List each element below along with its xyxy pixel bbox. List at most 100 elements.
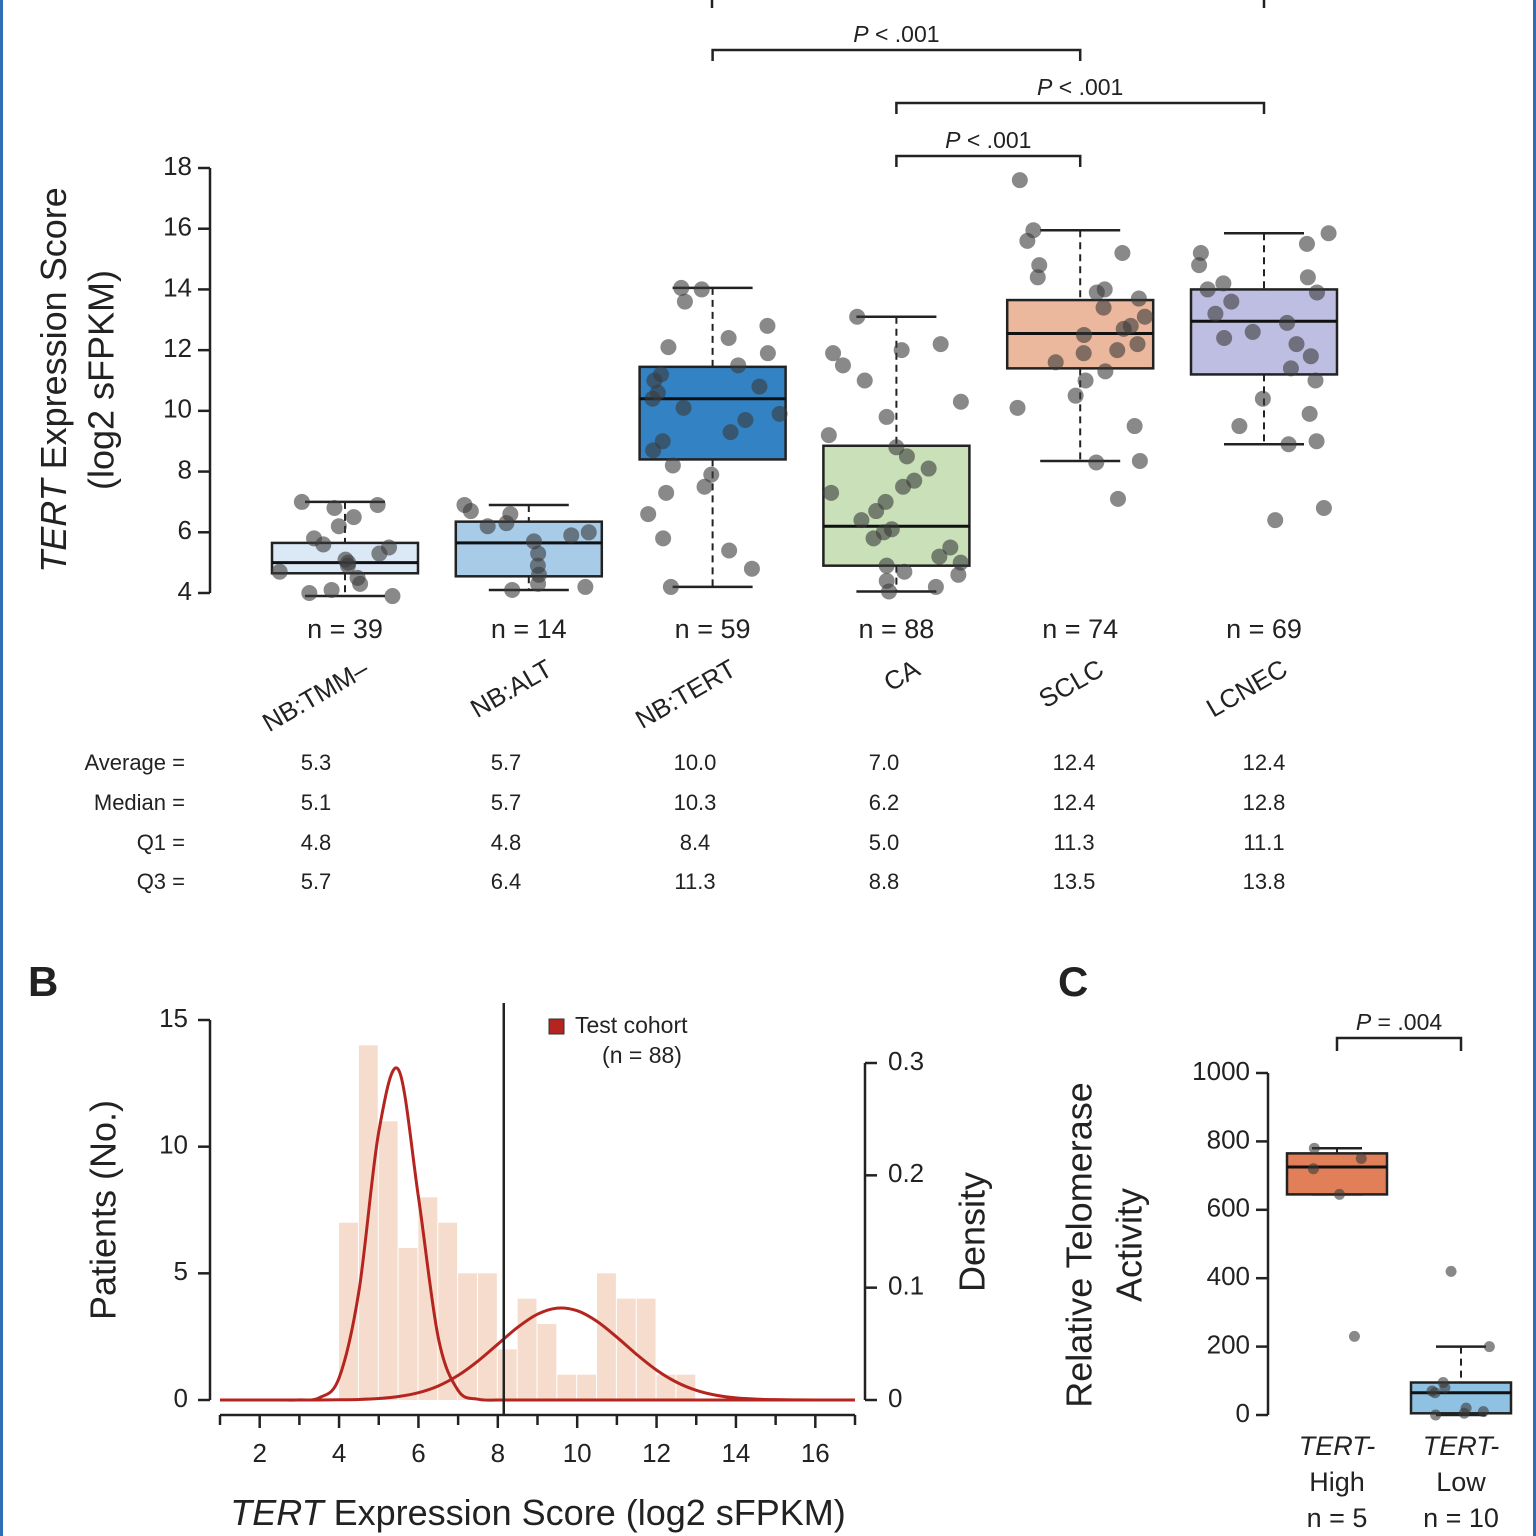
n-label: n = 39 — [307, 614, 383, 644]
point — [369, 496, 386, 513]
histogram-bar — [497, 1349, 517, 1400]
point — [1088, 284, 1105, 301]
point — [1282, 360, 1299, 377]
x-tick-label: 4 — [332, 1438, 346, 1468]
point — [1315, 500, 1332, 516]
y-tick-label: 5 — [174, 1256, 188, 1286]
y-tick-label: 10 — [159, 1130, 188, 1160]
point — [1439, 1382, 1451, 1394]
point — [1011, 172, 1028, 189]
point — [577, 578, 594, 595]
point — [1267, 512, 1284, 529]
point — [1429, 1387, 1441, 1399]
point — [271, 563, 288, 580]
point — [759, 345, 776, 362]
histogram-bar — [656, 1374, 676, 1400]
histogram-bar — [517, 1298, 537, 1400]
y2-tick-label: 0 — [888, 1383, 902, 1413]
point — [1131, 452, 1148, 469]
n-label: n = 59 — [675, 614, 751, 644]
point — [1191, 257, 1208, 274]
point — [323, 581, 340, 598]
point — [371, 545, 388, 562]
point — [662, 578, 679, 595]
point — [721, 542, 738, 559]
point — [703, 466, 720, 483]
p-value: P < .001 — [1037, 74, 1123, 100]
panel-label: B — [28, 958, 58, 1005]
point — [530, 575, 547, 592]
y2-tick-label: 0.1 — [888, 1271, 924, 1301]
point — [462, 503, 479, 520]
point — [645, 442, 662, 459]
point — [1355, 1153, 1367, 1164]
point — [920, 460, 937, 477]
point — [759, 317, 776, 334]
x-tick-label: 12 — [642, 1438, 671, 1468]
point — [1130, 290, 1147, 307]
y2-axis-label: Density — [952, 1172, 993, 1292]
p-value: P < .001 — [853, 21, 939, 47]
n-label: n = 5 — [1307, 1503, 1368, 1533]
point — [1077, 372, 1094, 389]
point — [1031, 257, 1048, 274]
histogram-bar — [378, 1121, 398, 1400]
point — [927, 578, 944, 595]
point — [868, 503, 885, 520]
histogram-bar — [597, 1273, 616, 1400]
point — [580, 524, 597, 541]
x-tick-label: 16 — [801, 1438, 830, 1468]
stat-value: 7.0 — [869, 750, 900, 775]
point — [820, 427, 837, 444]
cropped-bracket — [710, 0, 1266, 8]
y-axis-label: (log2 sFPKM) — [81, 270, 122, 490]
point — [1307, 372, 1324, 389]
point — [326, 500, 343, 516]
point — [1301, 405, 1318, 422]
stat-value: 4.8 — [301, 830, 332, 855]
point — [498, 515, 515, 532]
point — [1009, 399, 1026, 416]
stat-label: Median = — [94, 790, 185, 815]
point — [696, 478, 713, 495]
y-tick-label: 0 — [174, 1383, 188, 1413]
point — [1075, 326, 1092, 343]
y2-tick-label: 0.3 — [888, 1046, 924, 1076]
box — [1285, 1152, 1389, 1196]
point — [504, 581, 521, 598]
histogram-bar — [339, 1222, 358, 1400]
point — [301, 585, 318, 601]
point — [743, 560, 760, 577]
stat-label: Q1 = — [137, 830, 185, 855]
histogram-bar — [616, 1298, 636, 1400]
panel-label: C — [1058, 958, 1088, 1005]
point — [952, 554, 969, 571]
point — [673, 279, 690, 296]
stat-value: 13.8 — [1243, 869, 1286, 894]
point — [893, 342, 910, 359]
n-label: n = 74 — [1042, 614, 1118, 644]
point — [932, 336, 949, 353]
histogram-bar — [458, 1273, 477, 1400]
point — [853, 512, 870, 529]
point — [888, 439, 905, 456]
p-value: P = .004 — [1356, 1009, 1443, 1035]
legend-label: Test cohort — [575, 1012, 688, 1038]
y-tick-label: 800 — [1207, 1124, 1250, 1154]
x-tick-label: 10 — [563, 1438, 592, 1468]
significance-bracket — [1335, 1036, 1463, 1051]
y-tick-label: 6 — [178, 515, 192, 545]
point — [479, 518, 496, 535]
stat-value: 5.7 — [301, 869, 332, 894]
point — [1430, 1409, 1442, 1421]
point — [1280, 436, 1297, 453]
point — [1458, 1407, 1470, 1419]
legend-sublabel: (n = 88) — [602, 1042, 682, 1068]
point — [1095, 299, 1112, 316]
point — [384, 588, 401, 605]
point — [1207, 305, 1224, 322]
density-curve — [220, 1066, 855, 1402]
point — [931, 548, 948, 565]
